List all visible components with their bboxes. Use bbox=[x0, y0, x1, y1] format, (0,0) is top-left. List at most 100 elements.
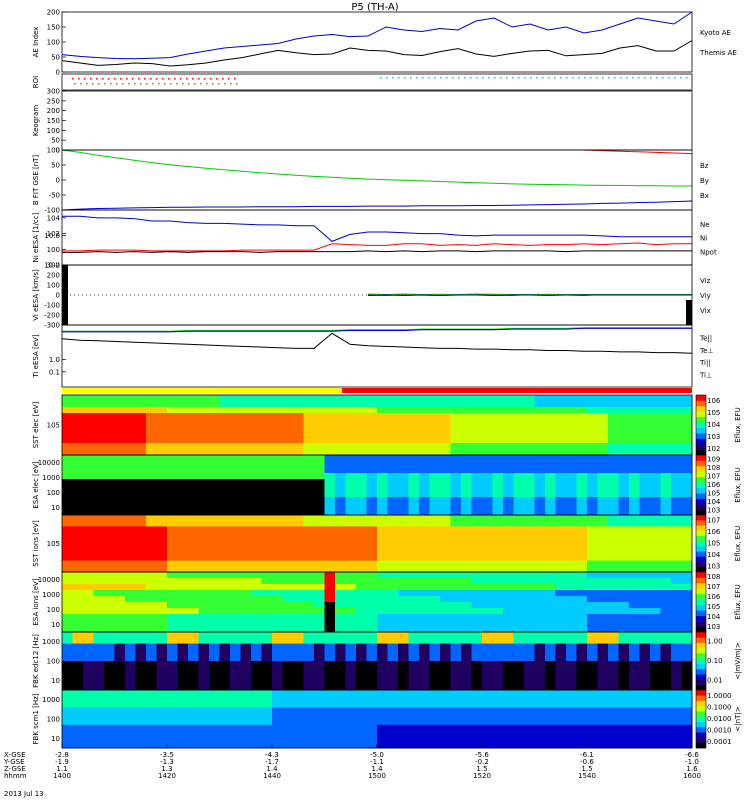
fbk_e-cell bbox=[209, 666, 220, 673]
fbk_b-cell bbox=[156, 742, 168, 749]
sst_i-ylabel: SST ions [eV] bbox=[32, 520, 40, 567]
sst_i-cell bbox=[608, 543, 619, 550]
sst_i-cell bbox=[524, 537, 535, 544]
esa_e-cell bbox=[597, 455, 609, 462]
esa_i-cell bbox=[104, 584, 115, 591]
fbk_e-ytick-label: 100 bbox=[47, 658, 60, 666]
esa_e-cell bbox=[198, 467, 210, 474]
sst_e-cell bbox=[450, 431, 462, 438]
esa_i-cell bbox=[440, 608, 451, 615]
sst_e-cell bbox=[135, 395, 147, 402]
sst_i-cell bbox=[366, 537, 378, 544]
sst_i-cell bbox=[135, 549, 147, 556]
esa_e-cell bbox=[167, 485, 178, 492]
fbk_b-cell bbox=[177, 724, 189, 731]
sst_e-cell bbox=[429, 413, 441, 420]
sst_i-cell bbox=[135, 520, 147, 527]
fbk_b-cell bbox=[608, 742, 619, 749]
esa_e-cell bbox=[135, 485, 147, 492]
sst_i-cell bbox=[471, 532, 483, 539]
sst_i-cell bbox=[156, 537, 168, 544]
esa_e-cell bbox=[135, 455, 147, 462]
esa_e-cell bbox=[219, 491, 231, 498]
sst_e-cell bbox=[566, 401, 577, 408]
fbk_b-cell bbox=[534, 742, 546, 749]
sst_i-cell bbox=[345, 515, 357, 522]
fbk_b-cell bbox=[62, 736, 73, 743]
sst_i-cell bbox=[629, 526, 640, 533]
esa_i-cell bbox=[167, 578, 178, 585]
esa_e-cell bbox=[576, 473, 588, 480]
fbk_e-colorbar-seg bbox=[696, 684, 706, 691]
sst_i-cell bbox=[240, 520, 252, 527]
fbk_b-cell bbox=[555, 719, 567, 726]
sst_i-cell bbox=[482, 554, 493, 561]
sst_e-cell bbox=[230, 431, 241, 438]
esa_e-cell bbox=[272, 455, 283, 462]
fbk_e-cell bbox=[681, 632, 693, 639]
esa_i-cell bbox=[482, 608, 493, 615]
fbk_e-cell bbox=[597, 649, 609, 656]
b-frame bbox=[61, 149, 693, 211]
esa_e-cell bbox=[282, 503, 294, 510]
esa_e-cell bbox=[135, 473, 147, 480]
fbk_b-cell bbox=[440, 690, 451, 697]
sst_i-cell bbox=[681, 554, 693, 561]
fbk_b-cell bbox=[461, 730, 472, 737]
esa_i-cell bbox=[177, 602, 189, 609]
xaxis-tick-label: 1500 bbox=[368, 772, 386, 780]
fbk_b-cell bbox=[555, 736, 567, 743]
fbk_e-cell bbox=[650, 672, 661, 679]
esa_i-cell bbox=[681, 584, 693, 591]
sst_e-colorbar-seg bbox=[696, 400, 706, 407]
esa_i-cell bbox=[660, 626, 672, 633]
fbk_b-cell bbox=[104, 724, 115, 731]
fbk_b-cell bbox=[135, 707, 147, 714]
esa_i-cell bbox=[534, 626, 546, 633]
fbk_b-cell bbox=[419, 742, 430, 749]
esa_i-cell bbox=[398, 590, 409, 597]
fbk_b-cell bbox=[303, 719, 315, 726]
esa_e-cell bbox=[660, 497, 672, 504]
fbk_e-cell bbox=[429, 672, 441, 679]
roi-dot bbox=[548, 77, 550, 79]
esa_e-cell bbox=[282, 455, 294, 462]
sst_e-cell bbox=[104, 437, 115, 444]
esa_i-cell bbox=[671, 620, 682, 627]
esa_i-cell bbox=[114, 620, 126, 627]
sst_e-cell bbox=[324, 449, 336, 456]
sst_i-cell bbox=[671, 515, 682, 522]
fbk_b-cell bbox=[272, 730, 283, 737]
fbk_e-cell bbox=[125, 666, 136, 673]
sst_i-cell bbox=[62, 520, 73, 527]
esa_e-cell bbox=[272, 479, 283, 486]
fbk_e-cell bbox=[440, 672, 451, 679]
esa_e-cell bbox=[93, 455, 105, 462]
esa_i-cell bbox=[429, 608, 441, 615]
esa_i-cell bbox=[251, 620, 262, 627]
sst_e-cell bbox=[629, 425, 640, 432]
fbk_e-cell bbox=[125, 643, 136, 650]
fbk_b-cell bbox=[671, 724, 682, 731]
sst_e-cell bbox=[146, 395, 157, 402]
esa_i-cell bbox=[282, 590, 294, 597]
esa_i-cell bbox=[356, 626, 367, 633]
sst_i-cell bbox=[629, 549, 640, 556]
fbk_e-cell bbox=[156, 672, 168, 679]
fbk_e-cell bbox=[104, 661, 115, 668]
sst_e-cell bbox=[62, 443, 73, 450]
fbk_e-cell bbox=[660, 655, 672, 662]
sst_e-cell bbox=[62, 419, 73, 426]
esa_e-cell bbox=[429, 479, 441, 486]
sst_e-cell bbox=[534, 437, 546, 444]
sst_e-cell bbox=[198, 395, 210, 402]
esa_e-cell bbox=[639, 479, 651, 486]
fbk_e-cell bbox=[534, 637, 546, 644]
sst_i-cell bbox=[398, 515, 409, 522]
esa_e-cell bbox=[671, 491, 682, 498]
esa_e-cell bbox=[177, 503, 189, 510]
fbk_e-cell bbox=[135, 684, 147, 691]
sst_i-cell bbox=[324, 549, 336, 556]
fbk_b-cell bbox=[566, 736, 577, 743]
sst_i-cell bbox=[303, 526, 315, 533]
